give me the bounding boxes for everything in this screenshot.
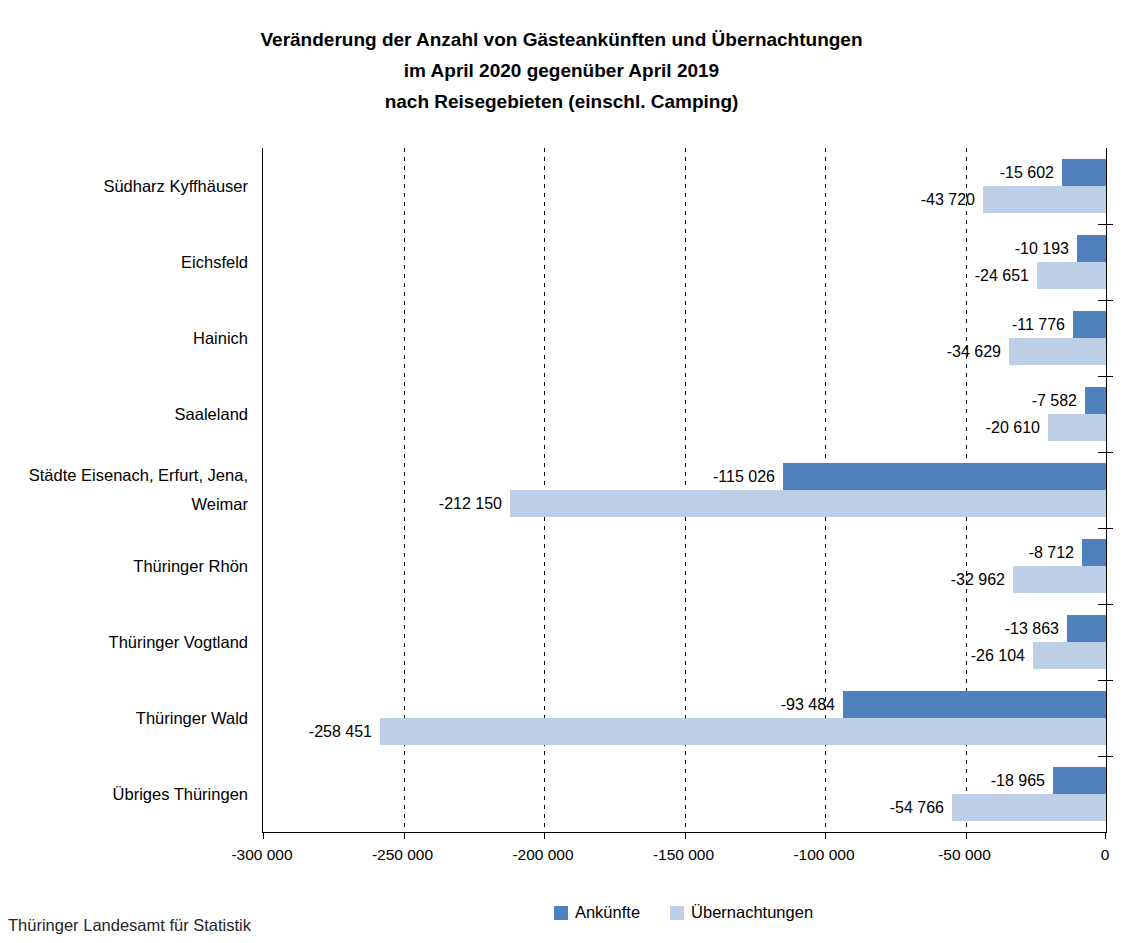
bar-uebernachtungen [1013,566,1106,593]
bar-value-label: -32 962 [951,566,1005,593]
x-axis-tick-label: -150 000 [624,846,744,864]
bar-ankuenfte [1082,539,1106,566]
bar-uebernachtungen [510,490,1106,517]
x-axis-tick [404,832,405,839]
x-axis-tick-label: -250 000 [343,846,463,864]
bar-value-label: -26 104 [971,642,1025,669]
x-axis-tick [966,832,967,839]
legend-item-ankuenfte: Ankünfte [554,903,640,922]
x-axis-tick-label: -300 000 [202,846,322,864]
x-axis-tick-label: -50 000 [905,846,1025,864]
bar-uebernachtungen [1009,338,1106,365]
chart-title-line-2: im April 2020 gegenüber April 2019 [0,55,1123,86]
bar-value-label: -258 451 [309,718,372,745]
category-axis-tick [1098,528,1113,529]
x-axis-tick-label: -100 000 [764,846,884,864]
x-axis-tick [544,832,545,839]
category-label: Südharz Kyffhäuser [0,148,248,224]
bar-value-label: -7 582 [1032,387,1077,414]
bar-value-label: -24 651 [975,262,1029,289]
legend-label-ankuenfte: Ankünfte [575,903,640,922]
bar-value-label: -13 863 [1005,615,1059,642]
bar-value-label: -11 776 [1012,311,1065,338]
bar-value-label: -18 965 [991,767,1045,794]
bar-value-label: -54 766 [890,794,944,821]
category-axis-tick [1098,300,1113,301]
category-axis-tick [1098,604,1113,605]
chart-title-line-1: Veränderung der Anzahl von Gästeankünfte… [0,24,1123,55]
legend-swatch-uebernachtungen [670,906,684,920]
bar-uebernachtungen [952,794,1106,821]
bar-uebernachtungen [1033,642,1106,669]
category-label: Thüringer Vogtland [0,604,248,680]
bar-ankuenfte [843,691,1106,718]
category-label: Eichsfeld [0,224,248,300]
category-axis-tick [1098,376,1113,377]
bar-value-label: -115 026 [713,463,775,490]
x-axis-tick [263,832,264,839]
chart-page: Veränderung der Anzahl von Gästeankünfte… [0,0,1123,943]
bar-uebernachtungen [380,718,1106,745]
bar-value-label: -10 193 [1015,235,1069,262]
bar-ankuenfte [1062,159,1106,186]
x-axis-tick [825,832,826,839]
bar-ankuenfte [1073,311,1106,338]
bar-ankuenfte [1053,767,1106,794]
category-axis-tick [1098,680,1113,681]
legend-swatch-ankuenfte [554,906,568,920]
plot-area: -15 602 -43 720 -10 193-24 651 -11 776 -34 6… [262,148,1107,833]
category-axis-tick [1098,756,1113,757]
category-label: Hainich [0,300,248,376]
bar-value-label: -15 602 [1000,159,1054,186]
category-axis-tick [1098,224,1113,225]
bar-ankuenfte [783,463,1106,490]
x-axis-tick-label: 0 [1045,846,1123,864]
x-axis-tick [685,832,686,839]
bar-ankuenfte [1077,235,1106,262]
bar-ankuenfte [1067,615,1106,642]
x-axis-tick-label: -200 000 [483,846,603,864]
category-label: Saaleland [0,376,248,452]
legend-item-uebernachtungen: Übernachtungen [670,903,813,922]
category-label: Übriges Thüringen [0,756,248,832]
bar-uebernachtungen [1048,414,1106,441]
bar-value-label: -212 150 [439,490,502,517]
chart-title-line-3: nach Reisegebieten (einschl. Camping) [0,86,1123,117]
bar-value-label: -43 720 [921,186,975,213]
bar-value-label: -93 484 [781,691,835,718]
legend-label-uebernachtungen: Übernachtungen [691,903,813,922]
category-label: Thüringer Wald [0,680,248,756]
category-label: Städte Eisenach, Erfurt, Jena, Weimar [0,452,248,528]
chart-title: Veränderung der Anzahl von Gästeankünfte… [0,24,1123,117]
bar-value-label: -20 610 [986,414,1040,441]
bar-ankuenfte [1085,387,1106,414]
bar-value-label: -8 712 [1029,539,1074,566]
category-axis-tick [1098,452,1113,453]
bar-uebernachtungen [983,186,1106,213]
legend: Ankünfte Übernachtungen [262,903,1105,922]
x-axis-tick [1105,832,1106,839]
bar-value-label: -34 629 [947,338,1001,365]
category-label: Thüringer Rhön [0,528,248,604]
source-text: Thüringer Landesamt für Statistik [8,916,251,935]
bar-uebernachtungen [1037,262,1106,289]
